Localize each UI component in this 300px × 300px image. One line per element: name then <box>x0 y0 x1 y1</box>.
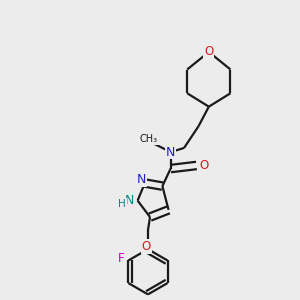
Text: N: N <box>166 146 175 159</box>
Text: N: N <box>125 194 135 207</box>
Text: CH₃: CH₃ <box>140 134 158 144</box>
Text: O: O <box>200 159 209 172</box>
Text: N: N <box>137 173 146 186</box>
Text: O: O <box>204 46 214 59</box>
Text: H: H <box>118 199 126 209</box>
Text: O: O <box>142 240 151 253</box>
Text: F: F <box>118 252 125 266</box>
